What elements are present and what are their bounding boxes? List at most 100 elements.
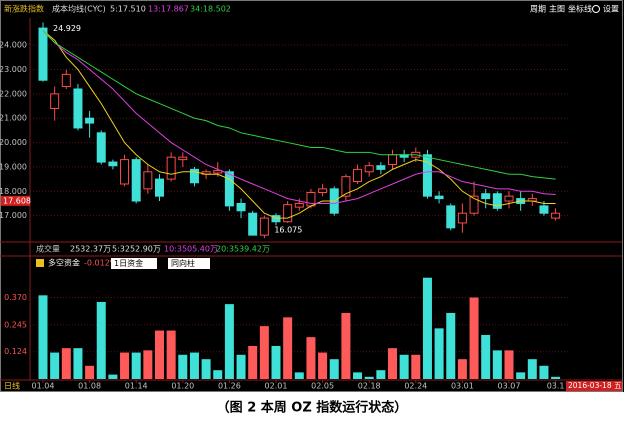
icon[interactable]	[36, 259, 44, 267]
candle-body	[422, 154, 432, 197]
bar	[38, 295, 48, 379]
candle-body	[96, 132, 106, 163]
bar	[271, 345, 281, 379]
candle-body	[504, 195, 514, 202]
menu-item[interactable]: 坐标线	[568, 4, 592, 14]
dropdown-text[interactable]: 同向柱	[171, 258, 195, 268]
bar	[85, 365, 95, 379]
frame	[0, 0, 623, 392]
candle-body	[85, 117, 95, 124]
candle-body	[271, 215, 281, 223]
x-tick-label: 02.24	[404, 382, 427, 391]
bar	[527, 359, 537, 379]
bar	[50, 352, 60, 379]
candle-body	[73, 88, 83, 129]
y-tick-label: 20.000	[0, 138, 27, 147]
y-tick-label: 22.000	[0, 89, 27, 98]
candle-body	[469, 195, 479, 214]
bar	[131, 352, 141, 379]
indicator-name: 成本均线(CYC)	[52, 4, 106, 14]
volume-value: 2532.37万	[70, 245, 111, 254]
candle-body	[120, 159, 130, 185]
fund-value: -0.012%	[84, 259, 118, 268]
candle-body	[364, 165, 374, 173]
dropdown[interactable]	[168, 258, 210, 269]
bar	[96, 301, 106, 379]
bar	[189, 352, 199, 379]
bar	[353, 372, 363, 379]
bar	[551, 376, 561, 379]
dropdown-text[interactable]: 1日资金	[114, 258, 143, 268]
bar	[539, 365, 549, 379]
y-tick-label: 0.124	[4, 347, 27, 356]
bar	[492, 350, 502, 379]
x-tick-label: 01.08	[78, 382, 101, 391]
bar	[306, 337, 316, 379]
x-tick-label: 01.20	[171, 382, 194, 391]
candle-body	[178, 156, 188, 161]
candle-body	[259, 217, 269, 236]
y-tick-label: 19.000	[0, 162, 27, 171]
candle-body	[224, 171, 234, 207]
menu-item[interactable]: 周期	[530, 5, 546, 14]
x-tick-label: 02.01	[265, 382, 288, 391]
y-tick-label: 17.000	[0, 211, 27, 220]
candle-body	[481, 193, 491, 200]
bar	[259, 326, 269, 379]
x-tick-label: 01.14	[125, 382, 148, 391]
zoom-icon[interactable]	[592, 5, 600, 13]
bar	[108, 374, 118, 379]
ma-legend: 13:17.867	[148, 5, 189, 14]
bar	[120, 352, 130, 379]
bar	[294, 372, 304, 379]
x-tick-label: 01.04	[32, 382, 55, 391]
y-tick-label: 0.245	[4, 321, 27, 330]
x-tick-label: 02.05	[311, 382, 334, 391]
candle-body	[457, 212, 467, 224]
caption: （图 2 本周 OZ 指数运行状态）	[217, 400, 408, 416]
bar	[236, 354, 246, 379]
candle-body	[108, 161, 118, 167]
candle-body	[283, 204, 293, 223]
price-marker: 17.608	[3, 196, 31, 205]
bar	[422, 277, 432, 379]
bar	[434, 328, 444, 379]
candle-body	[213, 170, 223, 174]
ma-line	[42, 30, 556, 204]
candle-body	[376, 165, 386, 170]
price-marker-box	[1, 195, 30, 206]
bar	[166, 330, 176, 379]
ma-legend: 5:17.510	[110, 5, 146, 14]
bar	[155, 330, 164, 379]
candle-body	[38, 27, 48, 81]
volume-ma: 20:3539.42万	[216, 245, 270, 254]
menu-item[interactable]: 设置	[603, 4, 619, 14]
bar	[178, 354, 188, 379]
candle-body	[143, 171, 153, 190]
menu-item[interactable]: 主图	[549, 4, 565, 14]
candle-body	[294, 202, 304, 208]
candle-body	[155, 178, 164, 197]
date-text: 2016-03-18 五	[568, 381, 622, 390]
bar	[388, 348, 397, 379]
x-tick-label: 01.26	[218, 382, 241, 391]
y-tick-label: 21.000	[0, 114, 27, 123]
high-annotation: 24.929	[53, 24, 81, 33]
bar	[504, 350, 514, 379]
bar	[457, 359, 467, 379]
period-box[interactable]	[2, 381, 30, 391]
y-tick-label: 0.370	[4, 293, 27, 302]
bar	[143, 350, 153, 379]
bar	[399, 354, 409, 379]
bar	[376, 370, 386, 379]
volume-ma: 5:3252.90万	[112, 245, 161, 254]
date-box	[566, 381, 622, 391]
period-label[interactable]: 日线	[4, 381, 20, 391]
dropdown[interactable]	[111, 258, 157, 269]
bar	[364, 376, 374, 379]
candle-body	[446, 205, 456, 229]
ma-line	[42, 30, 556, 219]
candle-body	[236, 202, 246, 212]
bar	[318, 352, 328, 379]
bar	[201, 359, 211, 379]
